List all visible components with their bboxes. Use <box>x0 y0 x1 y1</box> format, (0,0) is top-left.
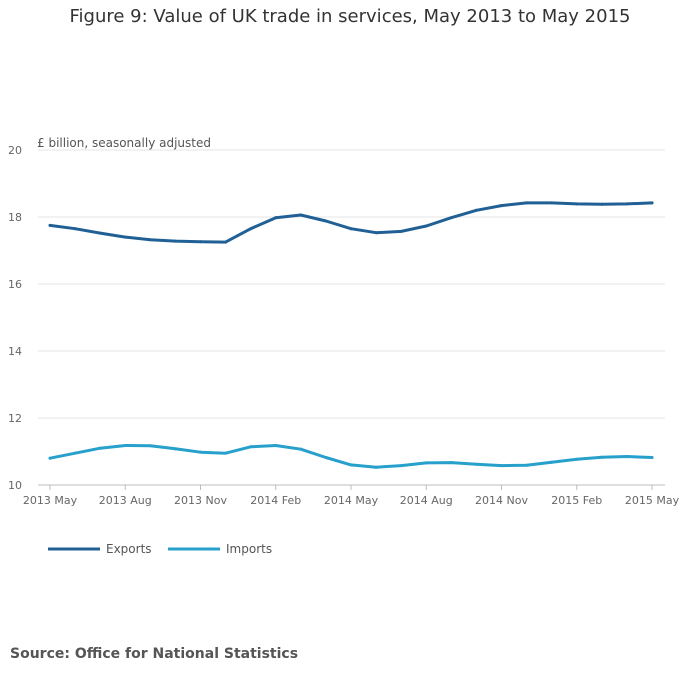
data-point-imports <box>199 450 202 454</box>
data-point-imports <box>324 456 328 460</box>
data-point-imports <box>148 444 152 448</box>
x-tick-label: 2014 May <box>324 494 379 507</box>
data-point-imports <box>500 464 503 468</box>
data-point-exports <box>550 201 554 205</box>
data-point-imports <box>173 447 177 451</box>
y-tick-label: 10 <box>8 479 22 492</box>
legend-label-imports: Imports <box>226 542 272 556</box>
chart-title: Figure 9: Value of UK trade in services,… <box>69 6 631 27</box>
x-tick-label: 2015 Feb <box>551 494 602 507</box>
data-point-imports <box>349 463 353 467</box>
legend-label-exports: Exports <box>106 542 152 556</box>
data-point-exports <box>525 201 529 205</box>
data-point-exports <box>424 224 428 228</box>
x-tick-label: 2013 Aug <box>99 494 152 507</box>
x-tick-label: 2014 Feb <box>250 494 301 507</box>
series-line-exports <box>48 201 654 244</box>
x-tick-label: 2013 Nov <box>174 494 227 507</box>
data-point-imports <box>274 443 278 447</box>
data-point-exports <box>48 223 52 227</box>
data-point-imports <box>600 455 604 459</box>
data-point-imports <box>449 461 453 465</box>
data-point-exports <box>224 240 228 244</box>
data-point-imports <box>650 456 654 460</box>
data-point-imports <box>575 457 579 461</box>
data-point-imports <box>374 465 378 469</box>
data-point-exports <box>249 227 253 231</box>
data-point-imports <box>48 456 52 460</box>
data-point-exports <box>299 213 303 217</box>
data-point-imports <box>424 461 428 465</box>
data-point-imports <box>73 451 77 455</box>
data-point-exports <box>173 239 177 243</box>
data-point-imports <box>98 446 102 450</box>
data-point-exports <box>324 219 328 223</box>
data-point-exports <box>500 204 503 208</box>
data-point-exports <box>575 202 579 206</box>
data-point-imports <box>123 443 127 447</box>
y-tick-label: 18 <box>8 211 22 224</box>
data-point-imports <box>625 455 629 459</box>
y-tick-label: 20 <box>8 144 22 157</box>
x-axis-ticks: 2013 May 2013 Aug 2013 Nov 2014 Feb 2014 May… <box>23 485 680 507</box>
x-tick-label: 2015 May <box>625 494 680 507</box>
data-point-exports <box>625 202 629 206</box>
y-tick-label: 12 <box>8 412 22 425</box>
data-point-imports <box>525 463 529 467</box>
data-point-imports <box>550 460 554 464</box>
data-point-exports <box>374 231 378 235</box>
y-tick-label: 16 <box>8 278 22 291</box>
data-point-exports <box>199 240 202 244</box>
series-lines <box>48 201 654 469</box>
x-tick-label: 2014 Nov <box>475 494 528 507</box>
data-point-exports <box>349 227 353 231</box>
data-point-exports <box>98 231 102 235</box>
data-point-exports <box>474 208 478 212</box>
y-tick-label: 14 <box>8 345 22 358</box>
data-point-exports <box>600 202 604 206</box>
data-point-imports <box>224 451 228 455</box>
data-point-exports <box>148 238 152 242</box>
x-tick-label: 2014 Aug <box>400 494 453 507</box>
data-point-exports <box>650 201 654 205</box>
data-point-exports <box>449 216 453 220</box>
data-point-exports <box>123 235 127 239</box>
source-note: Source: Office for National Statistics <box>10 646 299 662</box>
data-point-imports <box>399 464 403 468</box>
data-point-imports <box>249 445 253 449</box>
data-point-imports <box>299 447 303 451</box>
data-point-exports <box>274 216 278 220</box>
data-point-exports <box>399 229 403 233</box>
legend: Exports Imports <box>48 542 272 556</box>
data-point-exports <box>73 227 77 231</box>
gridlines <box>38 149 665 486</box>
y-axis-ticks: 10 12 14 16 18 20 <box>8 144 22 492</box>
y-axis-unit-label: £ billion, seasonally adjusted <box>37 136 211 150</box>
x-tick-label: 2013 May <box>23 494 78 507</box>
data-point-imports <box>474 462 478 466</box>
